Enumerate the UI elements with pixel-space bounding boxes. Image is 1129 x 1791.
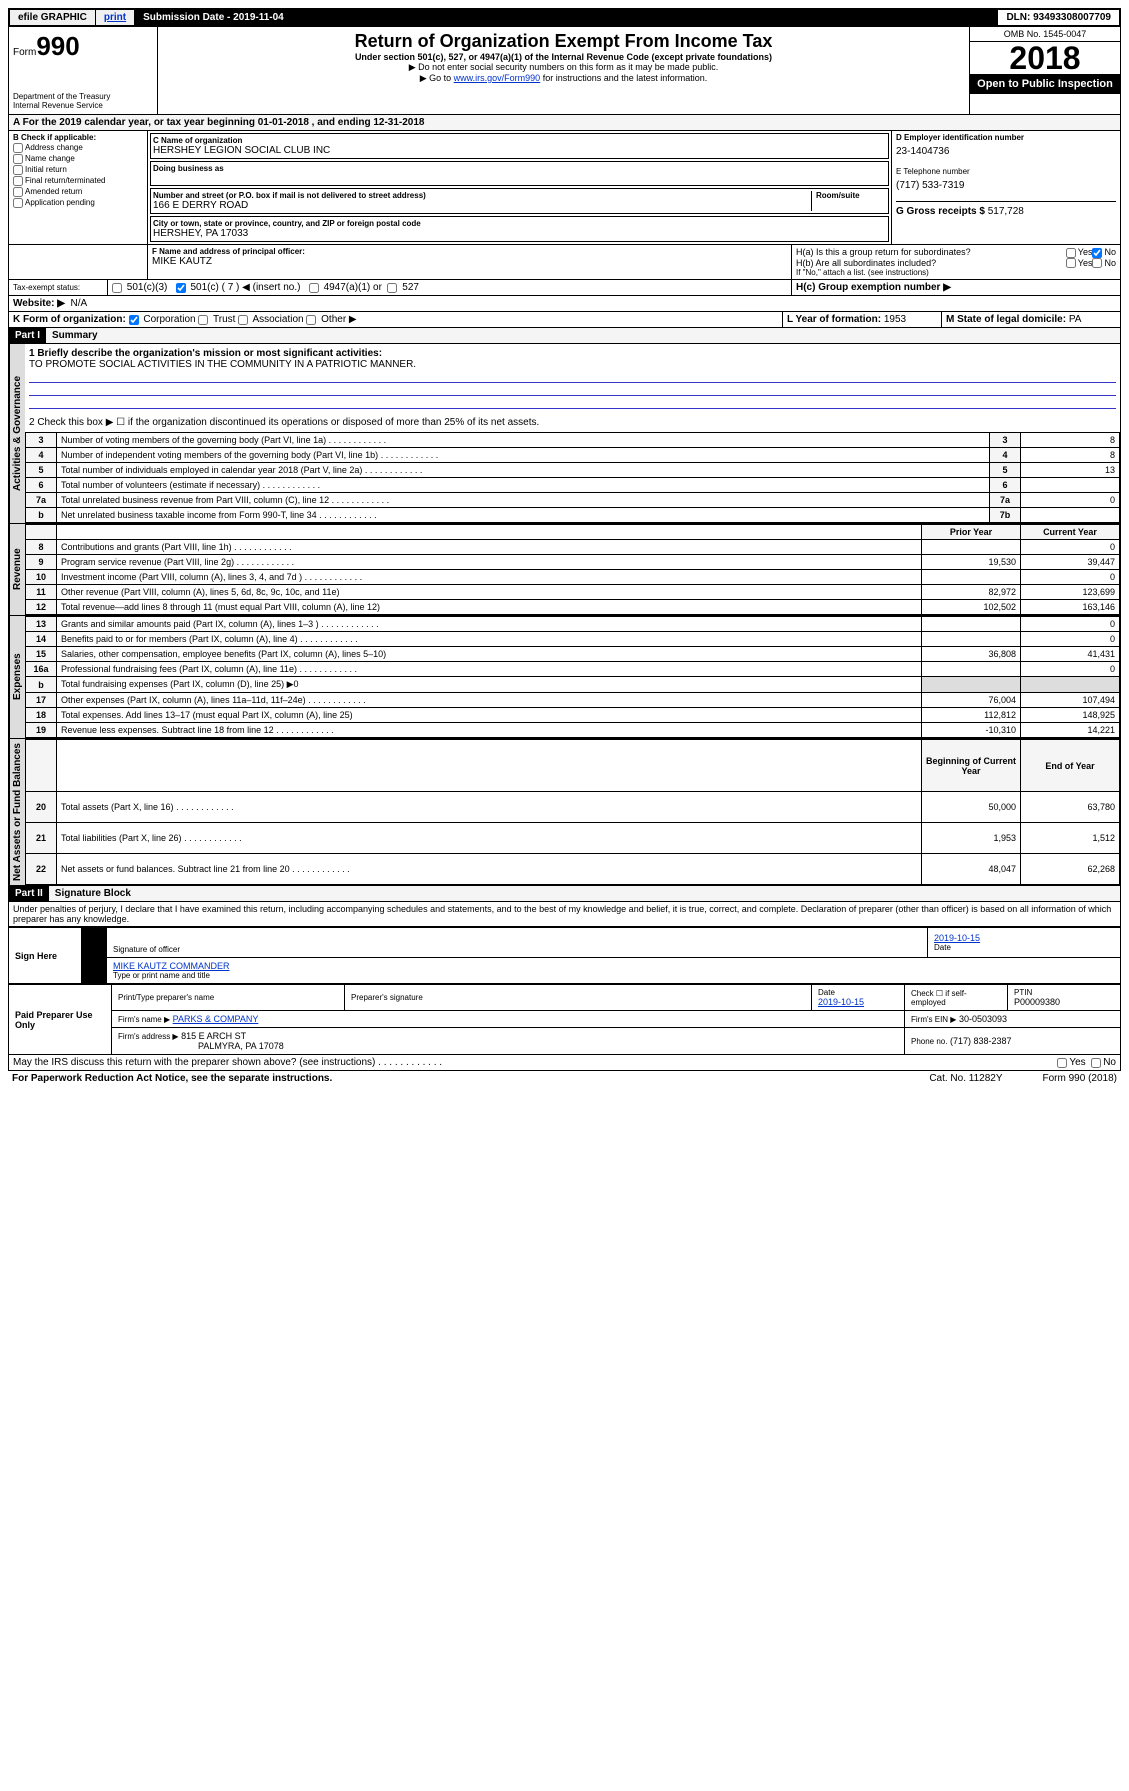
form-header: Form990 Department of the Treasury Inter… [8, 27, 1121, 115]
vtab-activities: Activities & Governance [9, 344, 25, 523]
print-button[interactable]: print [96, 10, 135, 25]
sig-date: 2019-10-15 [934, 933, 1114, 943]
top-bar: efile GRAPHIC print Submission Date - 20… [8, 8, 1121, 27]
revenue-table: Prior YearCurrent Year 8Contributions an… [25, 524, 1120, 615]
ein: 23-1404736 [896, 146, 1116, 157]
section-a: A For the 2019 calendar year, or tax yea… [8, 115, 1121, 131]
line2: 2 Check this box ▶ ☐ if the organization… [29, 417, 1116, 428]
principal-officer: MIKE KAUTZ [152, 256, 787, 267]
form-subtitle1: Under section 501(c), 527, or 4947(a)(1)… [162, 52, 965, 62]
cat-no: Cat. No. 11282Y [929, 1073, 1002, 1084]
chk-pending[interactable]: Application pending [13, 198, 143, 208]
section-klm: K Form of organization: Corporation Trus… [8, 312, 1121, 328]
paid-preparer-label: Paid Preparer Use Only [9, 985, 112, 1055]
header-center: Return of Organization Exempt From Incom… [158, 27, 969, 114]
section-deg: D Employer identification number 23-1404… [892, 131, 1120, 244]
gov-table: 3Number of voting members of the governi… [25, 432, 1120, 523]
v6 [1021, 478, 1120, 493]
year-formation: 1953 [884, 314, 906, 325]
i-501c[interactable]: 501(c) ( 7 ) ◀ (insert no.) [176, 282, 301, 293]
fh-block: F Name and address of principal officer:… [8, 245, 1121, 280]
k-other[interactable]: Other ▶ [306, 314, 356, 325]
part2-title: Signature Block [49, 888, 131, 899]
line1-value: TO PROMOTE SOCIAL ACTIVITIES IN THE COMM… [29, 359, 1116, 370]
telephone: (717) 533-7319 [896, 180, 1116, 191]
vtab-expenses: Expenses [9, 616, 25, 738]
open-public: Open to Public Inspection [970, 74, 1120, 94]
ha-no[interactable]: No [1092, 247, 1116, 258]
form-footer: Form 990 (2018) [1043, 1073, 1117, 1084]
ptin: P00009380 [1014, 997, 1114, 1007]
chk-address-change[interactable]: Address change [13, 143, 143, 153]
org-info-block: B Check if applicable: Address change Na… [8, 131, 1121, 245]
org-city: HERSHEY, PA 17033 [153, 228, 886, 239]
part1-header: Part I [9, 328, 46, 343]
i-4947[interactable]: 4947(a)(1) or [309, 282, 382, 293]
section-f: F Name and address of principal officer:… [148, 245, 792, 279]
i-527[interactable]: 527 [387, 282, 418, 293]
form-subtitle2: ▶ Do not enter social security numbers o… [162, 62, 965, 73]
i-501c3[interactable]: 501(c)(3) [112, 282, 167, 293]
irs-link[interactable]: www.irs.gov/Form990 [454, 73, 541, 83]
k-assoc[interactable]: Association [238, 314, 303, 325]
paid-preparer-block: Paid Preparer Use Only Print/Type prepar… [8, 984, 1121, 1055]
officer-name: MIKE KAUTZ COMMANDER [113, 961, 1114, 971]
efile-label: efile GRAPHIC [10, 10, 96, 25]
perjury-statement: Under penalties of perjury, I declare th… [8, 902, 1121, 927]
sign-here-block: Sign Here Signature of officer 2019-10-1… [8, 927, 1121, 984]
topbar-spacer [292, 10, 999, 25]
ha-yes[interactable]: Yes [1066, 247, 1093, 258]
section-h: H(a) Is this a group return for subordin… [792, 245, 1120, 279]
header-left: Form990 Department of the Treasury Inter… [9, 27, 158, 114]
discuss-no[interactable]: No [1091, 1057, 1116, 1068]
form-subtitle3: ▶ Go to www.irs.gov/Form990 for instruct… [162, 73, 965, 84]
header-right: OMB No. 1545-0047 2018 Open to Public In… [969, 27, 1120, 114]
section-j: Website: ▶ N/A [8, 296, 1121, 312]
k-trust[interactable]: Trust [198, 314, 235, 325]
chk-name-change[interactable]: Name change [13, 154, 143, 164]
website: N/A [71, 298, 88, 309]
firm-phone: (717) 838-2387 [950, 1036, 1012, 1046]
netassets-table: Beginning of Current YearEnd of Year 20T… [25, 739, 1120, 885]
part2-header: Part II [9, 886, 49, 901]
gross-receipts: 517,728 [988, 206, 1024, 217]
firm-addr: 815 E ARCH ST [181, 1031, 246, 1041]
chk-amended[interactable]: Amended return [13, 187, 143, 197]
expenses-table: 13Grants and similar amounts paid (Part … [25, 616, 1120, 738]
vtab-revenue: Revenue [9, 524, 25, 615]
v7b [1021, 508, 1120, 523]
hb-yes[interactable]: Yes [1066, 258, 1093, 269]
line1-label: 1 Briefly describe the organization's mi… [29, 348, 1116, 359]
form-title: Return of Organization Exempt From Incom… [162, 31, 965, 52]
org-street: 166 E DERRY ROAD [153, 200, 811, 211]
chk-initial-return[interactable]: Initial return [13, 165, 143, 175]
v3: 8 [1021, 433, 1120, 448]
v4: 8 [1021, 448, 1120, 463]
dept-irs: Internal Revenue Service [13, 101, 153, 110]
k-corp[interactable]: Corporation [129, 314, 196, 325]
org-name: HERSHEY LEGION SOCIAL CLUB INC [153, 145, 886, 156]
dln: DLN: 93493308007709 [998, 10, 1119, 25]
pra-notice: For Paperwork Reduction Act Notice, see … [12, 1073, 889, 1084]
tax-year: 2018 [970, 42, 1120, 74]
v5: 13 [1021, 463, 1120, 478]
section-i: Tax-exempt status: 501(c)(3) 501(c) ( 7 … [8, 280, 1121, 296]
vtab-netassets: Net Assets or Fund Balances [9, 739, 25, 885]
dept-treasury: Department of the Treasury [13, 92, 153, 101]
firm-ein: 30-0503093 [959, 1014, 1007, 1024]
firm-name: PARKS & COMPANY [173, 1014, 259, 1024]
chk-final-return[interactable]: Final return/terminated [13, 176, 143, 186]
hb-no[interactable]: No [1092, 258, 1116, 269]
v7a: 0 [1021, 493, 1120, 508]
discuss-question: May the IRS discuss this return with the… [13, 1057, 1057, 1068]
section-b: B Check if applicable: Address change Na… [9, 131, 148, 244]
state-domicile: PA [1069, 314, 1082, 325]
part1-title: Summary [46, 330, 98, 341]
discuss-yes[interactable]: Yes [1057, 1057, 1085, 1068]
submission-date: Submission Date - 2019-11-04 [135, 10, 292, 25]
section-c: C Name of organization HERSHEY LEGION SO… [148, 131, 892, 244]
sign-here-label: Sign Here [9, 928, 82, 984]
